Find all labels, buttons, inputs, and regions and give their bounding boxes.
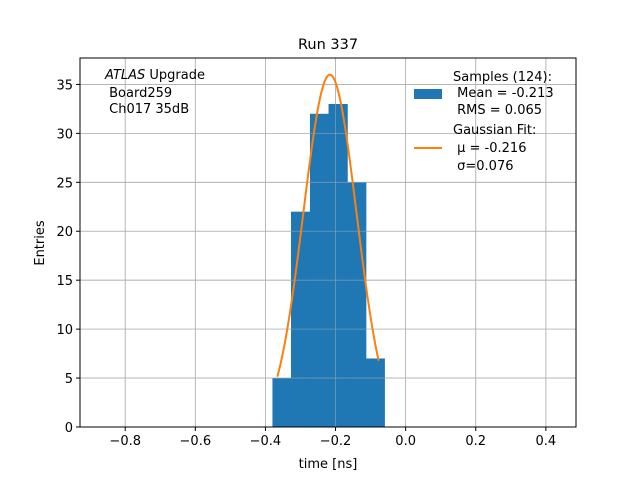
histogram-bar [309,113,329,427]
channel-label: Ch017 35dB [105,102,189,117]
gaussian-fit-line [276,73,380,378]
x-axis-label: time [ns] [299,457,358,472]
y-tick-label: 15 [56,274,73,289]
y-tick-label: 25 [56,176,73,191]
legend-samples-swatch [414,89,442,99]
legend-samples-title: Samples (124): [453,70,552,85]
y-tick-label: 0 [65,421,73,436]
x-tick-label: 0.4 [536,434,557,449]
x-tick-label: 0.0 [395,434,416,449]
x-tick-label: −0.2 [320,434,352,449]
y-tick-label: 10 [56,323,73,338]
plot-frame [79,57,577,428]
legend-samples-rms: RMS = 0.065 [453,103,542,118]
annotation-text: ATLAS Upgrade Board259 Ch017 35dB [104,68,205,117]
x-tick-label: −0.4 [250,434,282,449]
legend: Samples (124): Mean = -0.213 RMS = 0.065… [414,70,554,174]
histogram-bar [366,358,385,427]
chart-title: Run 337 [298,37,358,53]
y-tick-label: 5 [65,372,73,387]
x-tick-label: −0.6 [180,434,212,449]
histogram-bars [272,104,385,427]
x-tick-label: 0.2 [465,434,486,449]
ticks: −0.8 −0.6 −0.4 −0.2 0.0 0.2 0.4 0 5 10 15 20 25 30 35 [56,78,556,449]
histogram-bar [328,104,348,427]
svg-text:ATLAS Upgrade: ATLAS Upgrade [104,68,205,83]
legend-fit-mu: μ = -0.216 [453,141,526,156]
y-tick-label: 20 [56,225,73,240]
upgrade-label: Upgrade [145,68,205,83]
legend-fit-title: Gaussian Fit: [453,123,536,138]
y-tick-label: 30 [56,127,73,142]
board-label: Board259 [105,86,172,101]
x-tick-label: −0.8 [109,434,141,449]
histogram-bar [347,182,367,427]
histogram-bar [272,378,292,427]
legend-samples-mean: Mean = -0.213 [453,86,554,101]
atlas-label: ATLAS [104,68,145,83]
histogram-bar [291,211,311,427]
legend-fit-sigma: σ=0.076 [453,159,513,174]
y-axis-label: Entries [33,220,48,266]
y-tick-label: 35 [56,78,73,93]
